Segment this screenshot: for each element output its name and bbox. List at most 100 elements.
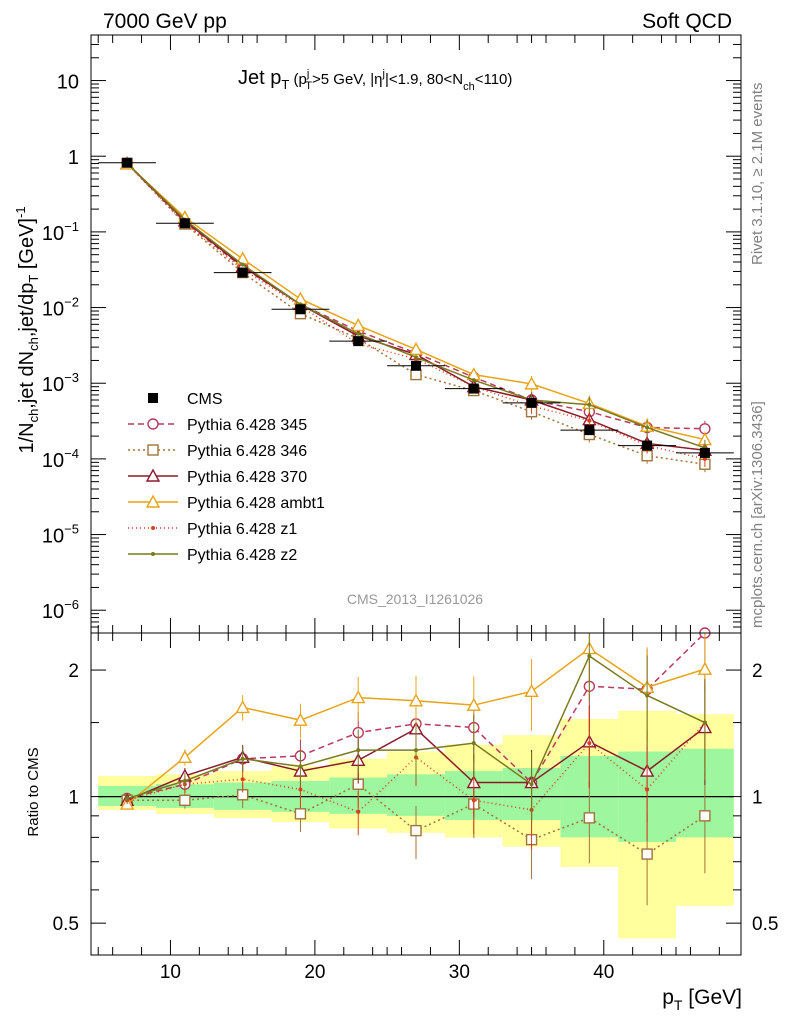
analysis-id: CMS_2013_I1261026: [347, 591, 483, 607]
legend-marker: [148, 393, 158, 403]
legend-label: CMS: [187, 391, 223, 408]
legend-label: Pythia 6.428 346: [187, 443, 307, 460]
ratio-y-tick-label-right: 1: [752, 788, 763, 809]
ratio-point: [414, 748, 418, 753]
y-tick-label: 10−2: [42, 295, 79, 321]
ratio-point: [471, 741, 476, 746]
data-point: [122, 157, 133, 168]
ratio-axis-ticks: 2 2 1 1 0.5 0.5 10 20 30 40: [53, 633, 778, 983]
ratio-point: [408, 693, 424, 707]
ratio-y-tick-label-right: 2: [752, 661, 763, 682]
series-cms-data: [98, 157, 734, 458]
x-tick-label: 20: [304, 962, 325, 983]
y-axis-label: 1/Nch,jet dNch,jet/dpT [GeV]-1: [13, 206, 41, 453]
data-point: [411, 360, 421, 371]
ratio-frame: [90, 632, 742, 956]
ratio-point: [125, 796, 130, 801]
ratio-point: [699, 810, 711, 822]
ratio-y-tick-label-right: 0.5: [752, 914, 778, 935]
ratio-y-tick-label: 1: [68, 788, 79, 809]
ratio-series-z2: [125, 633, 707, 824]
ratio-point: [240, 756, 245, 761]
y-tick-label: 10−6: [42, 597, 79, 623]
data-point: [642, 440, 653, 451]
ratio-point: [587, 741, 592, 746]
ratio-series-346: [121, 763, 711, 906]
data-point: [587, 418, 592, 423]
tick-base: 10: [42, 299, 64, 321]
data-point: [240, 262, 245, 267]
ratio-point: [529, 782, 534, 787]
collision-label: 7000 GeV pp: [103, 10, 227, 33]
tick-base: 10: [42, 601, 64, 623]
ratio-point: [645, 693, 650, 698]
data-point: [584, 425, 595, 436]
legend-entry: Pythia 6.428 370: [128, 468, 307, 486]
ratio-point: [177, 749, 193, 764]
legend-entry: Pythia 6.428 z1: [128, 521, 297, 538]
ratio-point: [293, 712, 308, 726]
tick-exponent: −1: [64, 219, 79, 234]
data-point: [356, 331, 361, 336]
data-point: [414, 355, 418, 360]
ratio-point: [583, 812, 596, 824]
legend-label: Pythia 6.428 z2: [187, 547, 297, 564]
legend-marker: [145, 494, 161, 508]
ratio-point: [524, 683, 539, 698]
ratio-y-axis-label: Ratio to CMS: [25, 747, 42, 836]
ratio-point: [294, 808, 307, 820]
data-point: [295, 304, 306, 315]
legend: CMS Pythia 6.428 345 Pythia 6.428 346 Pythi…: [128, 391, 325, 564]
legend-label: Pythia 6.428 ambt1: [187, 495, 325, 512]
data-point: [471, 378, 476, 383]
x-tick-label: 10: [160, 962, 181, 983]
legend-label: Pythia 6.428 370: [187, 469, 307, 486]
legend-entry: Pythia 6.428 ambt1: [128, 494, 325, 512]
ratio-y-tick-label: 0.5: [53, 914, 79, 935]
ratio-point: [466, 697, 481, 711]
legend-marker: [147, 444, 159, 456]
y-tick-label: 10−1: [42, 219, 79, 245]
tick-exponent: −6: [64, 597, 79, 612]
data-point: [699, 447, 710, 458]
y-tick-label: 10−5: [42, 522, 79, 548]
series-370: [119, 156, 713, 459]
tick-exponent: −4: [64, 446, 79, 461]
ratio-y-tick-label: 2: [68, 661, 79, 682]
data-point: [468, 383, 479, 394]
main-plot-area: [98, 156, 734, 473]
ratio-point: [356, 809, 361, 814]
y-tick-label: 10: [57, 72, 79, 94]
legend-marker: [151, 552, 155, 556]
ratio-point: [240, 777, 245, 782]
x-tick-label: 40: [593, 962, 614, 983]
x-tick-label: 30: [449, 962, 470, 983]
rivet-label: Rivet 3.1.10, ≥ 2.1M events: [749, 83, 766, 266]
x-axis-label: pT [GeV]: [662, 986, 742, 1013]
data-point: [524, 376, 539, 390]
data-point: [179, 218, 190, 229]
series-line: [126, 163, 705, 430]
legend-label: Pythia 6.428 z1: [187, 521, 297, 538]
mcplots-label: mcplots.cern.ch [arXiv:1306.3436]: [749, 401, 766, 628]
ratio-point: [702, 720, 707, 725]
data-point: [237, 267, 248, 278]
legend-entry: Pythia 6.428 z2: [128, 547, 297, 564]
data-point: [353, 336, 364, 347]
tick-base: 10: [42, 526, 64, 548]
ratio-point: [471, 798, 476, 803]
data-point: [408, 341, 424, 356]
tick-exponent: −2: [64, 295, 79, 310]
ratio-point: [587, 654, 592, 659]
series-line: [126, 163, 706, 460]
legend-entry: CMS: [148, 391, 223, 408]
category-label: Soft QCD: [642, 10, 732, 33]
ratio-point: [641, 848, 653, 860]
data-point: [526, 397, 537, 408]
data-point: [587, 402, 592, 407]
ratio-point: [697, 661, 713, 675]
ratio-panel: 2 2 1 1 0.5 0.5 10 20 30 40 Ratio to CMS pT [GeV]: [25, 627, 778, 1013]
